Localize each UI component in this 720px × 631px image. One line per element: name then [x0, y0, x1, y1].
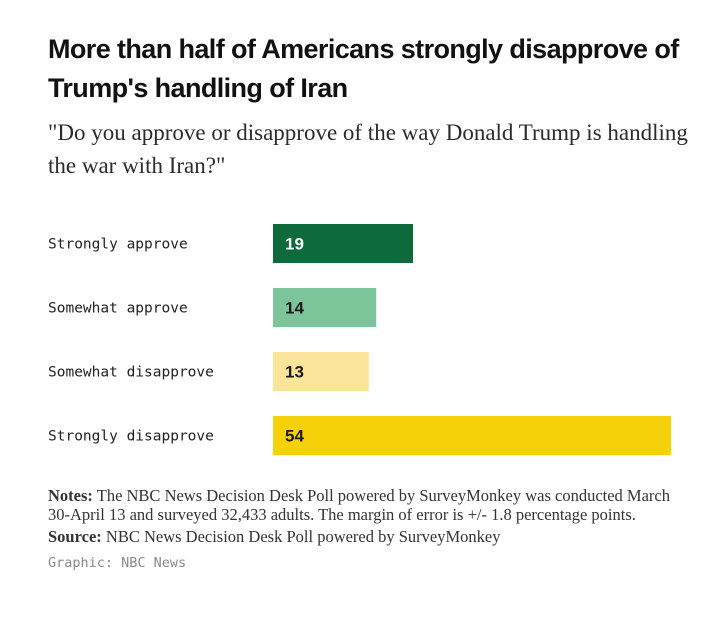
value-label-somewhat-disapprove: 13 [285, 363, 304, 382]
bar-chart-svg: Strongly approve 19 Somewhat approve 14 Some… [48, 224, 671, 455]
value-label-somewhat-approve: 14 [285, 299, 304, 318]
chart-notes: Notes: The NBC News Decision Desk Poll p… [48, 486, 678, 573]
chart-header: More than half of Americans strongly dis… [48, 30, 688, 182]
category-label-somewhat-approve: Somewhat approve [48, 301, 188, 317]
value-label-strongly-disapprove: 54 [285, 427, 304, 446]
source-text: NBC News Decision Desk Poll powered by S… [105, 527, 501, 546]
notes-text: The NBC News Decision Desk Poll powered … [48, 486, 670, 524]
bar-chart: Strongly approve 19 Somewhat approve 14 Some… [48, 224, 688, 464]
notes-label: Notes: [48, 486, 93, 505]
bar-somewhat-disapprove [273, 352, 369, 391]
graphic-credit: Graphic: NBC News [48, 555, 187, 571]
category-label-strongly-disapprove: Strongly disapprove [48, 429, 214, 445]
chart-subtitle: "Do you approve or disapprove of the way… [48, 120, 688, 178]
category-label-somewhat-disapprove: Somewhat disapprove [48, 365, 214, 381]
value-label-strongly-approve: 19 [285, 235, 304, 254]
bar-strongly-approve [273, 224, 414, 263]
category-label-strongly-approve: Strongly approve [48, 237, 188, 253]
bar-strongly-disapprove [273, 416, 671, 455]
bar-somewhat-approve [273, 288, 377, 327]
source-label: Source: [48, 527, 102, 546]
notes-paragraph: Notes: The NBC News Decision Desk Poll p… [48, 486, 678, 524]
chart-title: More than half of Americans strongly dis… [48, 34, 679, 103]
source-paragraph: Source: NBC News Decision Desk Poll powe… [48, 527, 678, 546]
